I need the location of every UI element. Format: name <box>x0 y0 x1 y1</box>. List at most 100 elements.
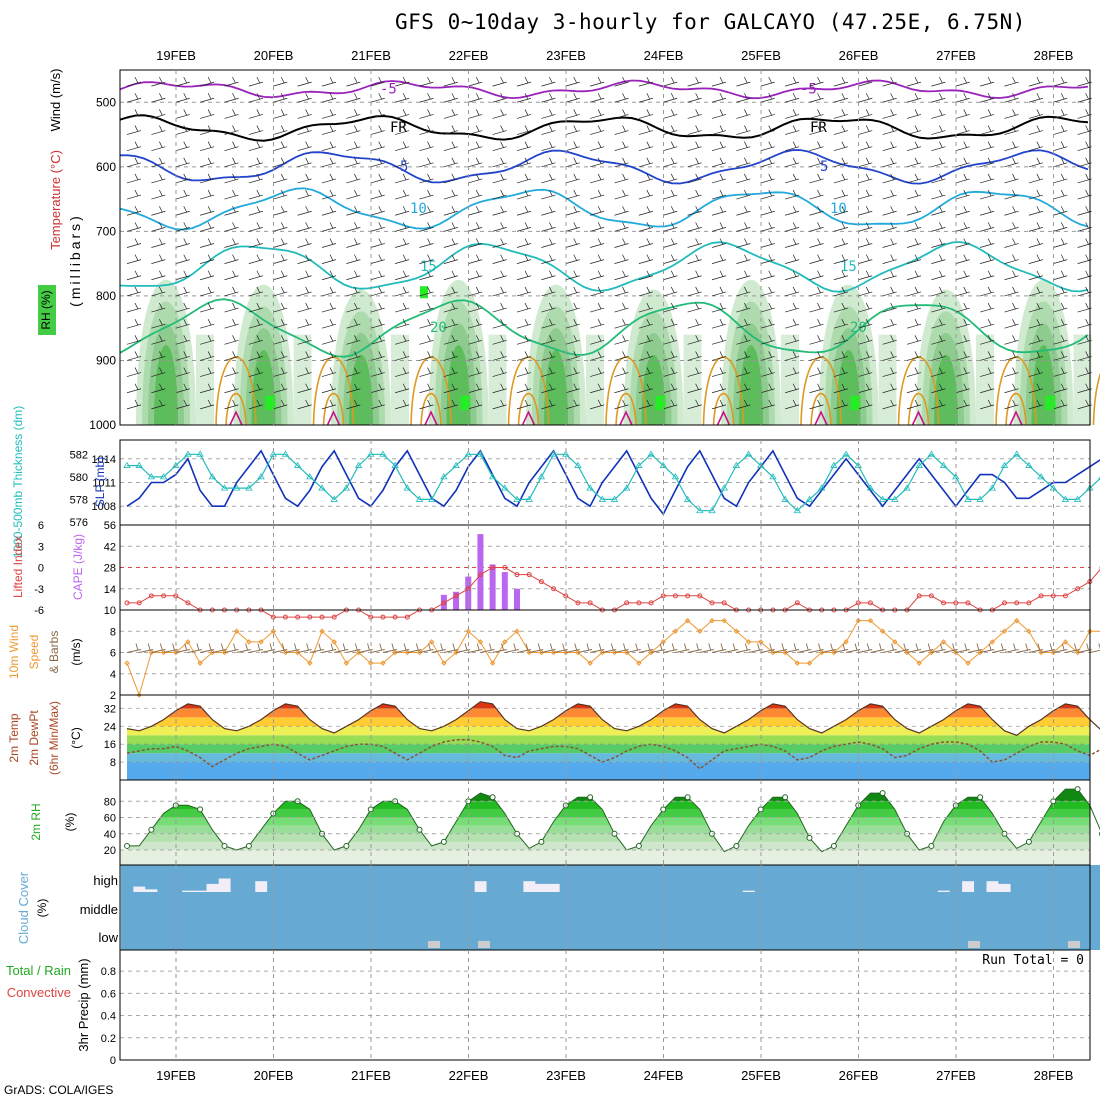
rh-shade <box>850 395 861 410</box>
wind-barb <box>906 399 922 410</box>
wind-barb <box>906 302 922 313</box>
cloud-low-gap <box>478 941 490 948</box>
wind-barb <box>724 643 739 653</box>
li-marker <box>538 579 544 585</box>
wind-barb <box>370 351 385 361</box>
li-marker <box>185 600 191 606</box>
li-marker <box>514 572 520 578</box>
wind-barb <box>273 286 288 297</box>
rh-marker <box>806 834 813 841</box>
wind-barb <box>297 206 312 216</box>
rh-shade <box>976 334 994 425</box>
wind-barb <box>1004 335 1019 345</box>
isotherm-line <box>907 392 930 426</box>
wind-barb <box>1053 238 1068 248</box>
wind-barb <box>370 189 385 200</box>
thickness-marker <box>622 484 631 491</box>
thickness-marker <box>574 461 582 468</box>
cloud-high-bar <box>1095 865 1100 892</box>
wind-marker <box>989 639 996 645</box>
thickness-marker <box>1073 495 1082 502</box>
wind-barb <box>590 254 605 264</box>
rh-legend-swatch <box>38 285 56 335</box>
li-marker <box>490 565 496 570</box>
wind-barb <box>1077 109 1092 119</box>
cloud-mid-bar <box>998 892 1011 930</box>
cloud-low-bar <box>766 930 780 950</box>
wind-barb <box>492 125 507 135</box>
wind-barb <box>980 254 995 264</box>
cloud-mid-bar <box>486 892 500 930</box>
wind-marker <box>636 660 642 666</box>
cloud-low-gap <box>1068 941 1080 948</box>
thickness-marker <box>586 484 594 491</box>
wind-barb <box>614 270 629 281</box>
rh-tick: 40 <box>104 829 116 841</box>
cloud-mid-bar <box>596 892 609 930</box>
wind-barb <box>175 93 190 103</box>
wind-marker <box>940 639 947 645</box>
wind-barb <box>443 643 458 653</box>
isotherm-label: 15 <box>840 259 857 275</box>
wind-barb <box>614 286 629 297</box>
wind-barb <box>248 141 263 152</box>
wind-barb <box>845 643 861 653</box>
wind-barb <box>443 335 458 345</box>
rh-shade <box>154 345 178 425</box>
wind-barb <box>541 222 556 232</box>
wind-marker <box>855 617 861 624</box>
wind-barb <box>614 125 629 135</box>
wind-barb <box>151 319 166 329</box>
wind-barb <box>1053 383 1068 394</box>
wind-barb <box>906 319 922 329</box>
wind-barb <box>626 643 641 653</box>
wind-barb <box>736 189 751 200</box>
cloud-mid-bar <box>120 892 134 930</box>
wind-barb <box>516 76 532 87</box>
y-tick-label: 1000 <box>89 418 116 432</box>
precip-tick: 0.8 <box>101 966 116 978</box>
wind-barb <box>882 109 897 119</box>
cloud-low-bar <box>986 930 999 950</box>
wind-barb <box>370 643 385 653</box>
wind-barb <box>882 643 897 653</box>
wind-barb <box>516 643 532 653</box>
wind-barb <box>443 206 458 216</box>
isotherm-line <box>814 410 828 426</box>
wind-barb <box>541 302 556 313</box>
wind-barb <box>833 238 848 248</box>
wind-barb <box>906 383 922 394</box>
wind-barb <box>541 367 556 377</box>
isotherm-label: 10 <box>830 201 847 217</box>
wind-barb <box>297 286 312 297</box>
wind-barb <box>370 141 385 152</box>
wind-barb <box>224 141 239 152</box>
wind-barb <box>200 367 215 377</box>
wind-barb <box>858 222 873 232</box>
wind-barb <box>614 367 629 377</box>
wind-barb <box>370 302 385 313</box>
wind-barb <box>1004 93 1019 103</box>
t2m-units: (°C) <box>69 727 83 748</box>
cloud-high-bar <box>413 865 426 892</box>
cloud-high-bar <box>900 865 914 892</box>
cloud-low-bar <box>864 930 877 950</box>
wind-barb <box>760 76 775 87</box>
wind-barb <box>200 222 215 232</box>
wind-barb <box>821 643 836 653</box>
wind10-label: 10m Wind <box>7 625 21 679</box>
wind-barb <box>297 319 312 329</box>
cloud-low-bar <box>181 930 195 950</box>
wind-barb <box>492 643 507 653</box>
wind-barb <box>833 173 848 184</box>
wind-barb <box>858 76 873 87</box>
y-tick-label: 500 <box>96 95 116 109</box>
wind-barb <box>200 189 215 200</box>
wind-barb <box>151 125 166 135</box>
wind-barb <box>711 141 727 152</box>
thickness-marker <box>976 495 984 502</box>
wind-barb <box>711 302 727 313</box>
wind-barb <box>590 367 605 377</box>
wind-barb <box>980 383 995 394</box>
wind-barb <box>1077 335 1092 345</box>
